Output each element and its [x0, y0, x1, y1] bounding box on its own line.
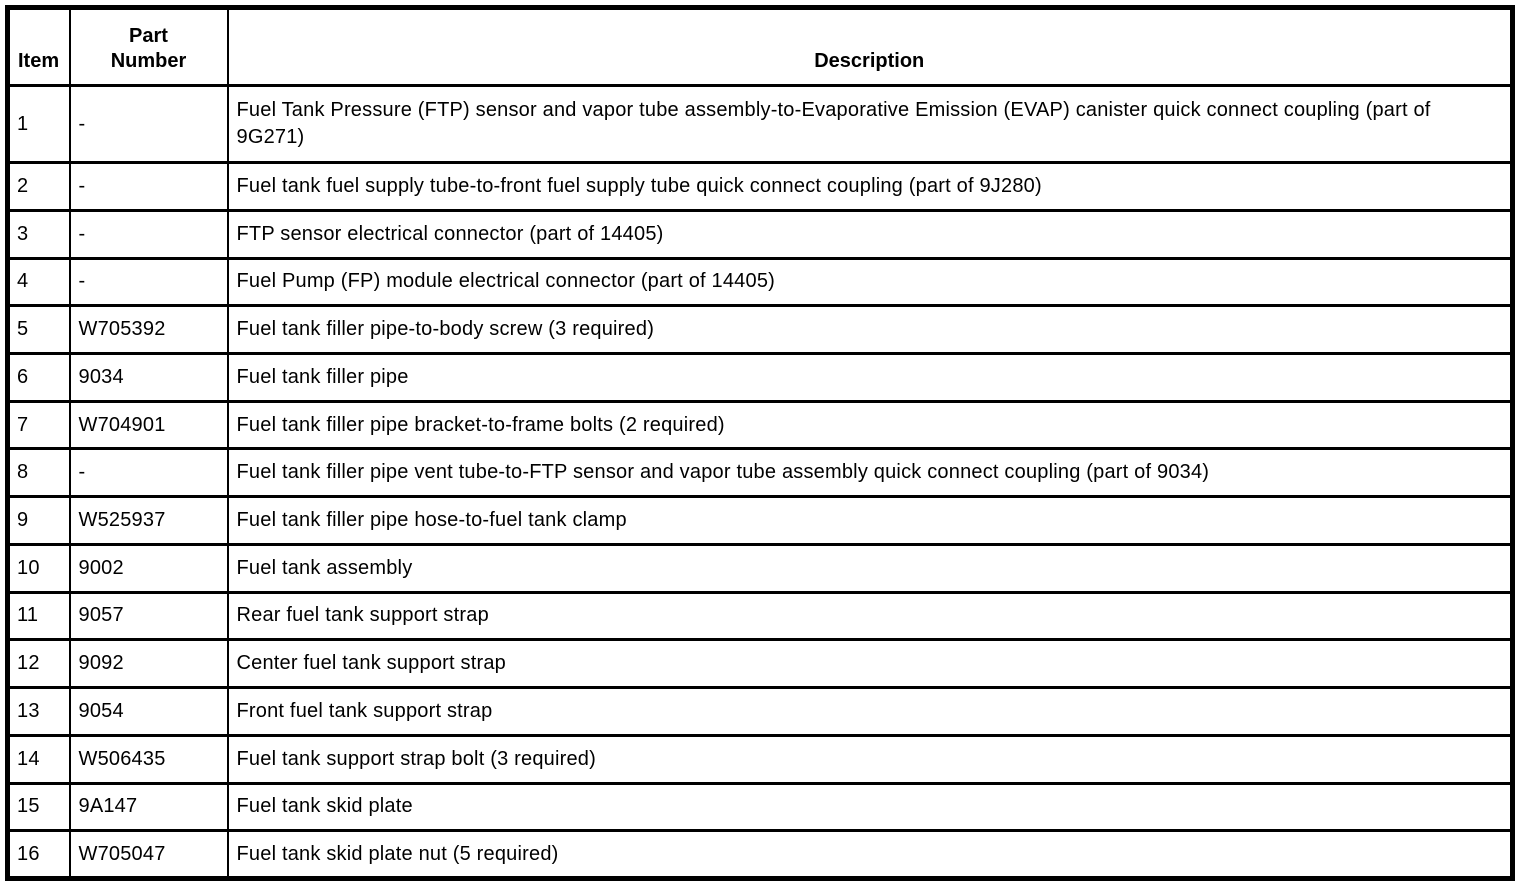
item-cell: 10	[6, 542, 71, 594]
header-item-label: Item	[18, 50, 60, 72]
description-cell: Fuel Tank Pressure (FTP) sensor and vapo…	[226, 83, 1514, 165]
description-cell: Fuel tank filler pipe	[226, 352, 1514, 403]
description-cell: FTP sensor electrical connector (part of…	[226, 208, 1514, 260]
part-number-cell: 9057	[68, 590, 229, 642]
table-row: 12 9092 Center fuel tank support strap	[6, 638, 1514, 690]
part-number-cell: W705392	[68, 304, 229, 356]
description-text: Fuel tank filler pipe bracket-to-frame b…	[236, 413, 725, 436]
description-text: Fuel Tank Pressure (FTP) sensor and vapo…	[236, 99, 1431, 149]
part-number-cell: W704901	[68, 399, 229, 451]
item-cell: 11	[6, 590, 71, 642]
description-cell: Fuel Pump (FP) module electrical connect…	[226, 256, 1514, 308]
table-row: 14 W506435 Fuel tank support strap bolt …	[6, 733, 1514, 785]
description-text: Fuel tank filler pipe hose-to-fuel tank …	[236, 509, 627, 532]
table-row: 10 9002 Fuel tank assembly	[6, 542, 1514, 594]
item-cell: 15	[6, 781, 71, 833]
parts-table: Item Part Number Description 1 - Fuel Ta…	[5, 5, 1515, 881]
description-cell: Center fuel tank support strap	[226, 638, 1514, 690]
description-text: Fuel tank skid plate	[236, 795, 413, 818]
part-number-cell: -	[68, 83, 229, 165]
part-number-cell: -	[68, 447, 229, 499]
description-text: Center fuel tank support strap	[236, 652, 506, 675]
table-row: 4 - Fuel Pump (FP) module electrical con…	[6, 256, 1514, 308]
part-number-cell: 9092	[68, 638, 229, 690]
part-number-cell: 9054	[68, 686, 229, 737]
description-text: Fuel tank assembly	[236, 556, 413, 579]
part-number-cell: -	[68, 208, 229, 260]
table-row: 16 W705047 Fuel tank skid plate nut (5 r…	[6, 829, 1514, 880]
description-text: Fuel Pump (FP) module electrical connect…	[236, 270, 776, 293]
header-part-number: Part Number	[68, 6, 229, 87]
item-cell: 3	[6, 208, 71, 260]
part-number-cell: W525937	[68, 495, 229, 546]
header-row: Item Part Number Description	[6, 6, 1514, 87]
item-cell: 12	[6, 638, 71, 690]
part-number-cell: W506435	[68, 733, 229, 785]
description-text: Fuel tank skid plate nut (5 required)	[236, 842, 559, 865]
parts-table-body: 1 - Fuel Tank Pressure (FTP) sensor and …	[6, 83, 1514, 880]
table-row: 8 - Fuel tank filler pipe vent tube-to-F…	[6, 447, 1514, 499]
description-cell: Fuel tank filler pipe vent tube-to-FTP s…	[226, 447, 1514, 499]
header-item: Item	[6, 6, 71, 87]
header-description: Description	[226, 6, 1514, 87]
item-cell: 13	[6, 686, 71, 737]
item-cell: 9	[6, 495, 71, 546]
table-row: 6 9034 Fuel tank filler pipe	[6, 352, 1514, 403]
description-cell: Fuel tank skid plate nut (5 required)	[226, 829, 1514, 880]
item-cell: 5	[6, 304, 71, 356]
item-cell: 7	[6, 399, 71, 451]
table-row: 9 W525937 Fuel tank filler pipe hose-to-…	[6, 495, 1514, 546]
item-cell: 16	[6, 829, 71, 880]
table-row: 15 9A147 Fuel tank skid plate	[6, 781, 1514, 833]
item-cell: 6	[6, 352, 71, 403]
description-cell: Fuel tank filler pipe hose-to-fuel tank …	[226, 495, 1514, 546]
table-row: 13 9054 Front fuel tank support strap	[6, 686, 1514, 737]
description-text: Fuel tank filler pipe	[236, 365, 409, 388]
table-row: 3 - FTP sensor electrical connector (par…	[6, 208, 1514, 260]
description-text: Fuel tank filler pipe-to-body screw (3 r…	[236, 318, 655, 341]
part-number-cell: 9034	[68, 352, 229, 403]
item-cell: 1	[6, 83, 71, 165]
part-number-cell: 9A147	[68, 781, 229, 833]
part-number-cell: W705047	[68, 829, 229, 880]
header-part-number-label: Part Number	[110, 25, 187, 72]
description-cell: Fuel tank support strap bolt (3 required…	[226, 733, 1514, 785]
description-text: Fuel tank filler pipe vent tube-to-FTP s…	[236, 461, 1210, 484]
parts-table-header: Item Part Number Description	[6, 6, 1514, 87]
description-cell: Fuel tank fuel supply tube-to-front fuel…	[226, 161, 1514, 212]
description-text: Fuel tank fuel supply tube-to-front fuel…	[236, 175, 1042, 198]
part-number-cell: 9002	[68, 542, 229, 594]
part-number-cell: -	[68, 161, 229, 212]
description-cell: Fuel tank assembly	[226, 542, 1514, 594]
item-cell: 14	[6, 733, 71, 785]
table-row: 11 9057 Rear fuel tank support strap	[6, 590, 1514, 642]
description-cell: Rear fuel tank support strap	[226, 590, 1514, 642]
description-text: Rear fuel tank support strap	[236, 604, 489, 627]
description-cell: Fuel tank filler pipe-to-body screw (3 r…	[226, 304, 1514, 356]
item-cell: 4	[6, 256, 71, 308]
table-row: 7 W704901 Fuel tank filler pipe bracket-…	[6, 399, 1514, 451]
table-row: 5 W705392 Fuel tank filler pipe-to-body …	[6, 304, 1514, 356]
part-number-cell: -	[68, 256, 229, 308]
table-row: 1 - Fuel Tank Pressure (FTP) sensor and …	[6, 83, 1514, 165]
item-cell: 8	[6, 447, 71, 499]
description-cell: Front fuel tank support strap	[226, 686, 1514, 737]
description-text: Fuel tank support strap bolt (3 required…	[236, 747, 596, 770]
header-description-label: Description	[814, 50, 925, 72]
description-cell: Fuel tank filler pipe bracket-to-frame b…	[226, 399, 1514, 451]
description-cell: Fuel tank skid plate	[226, 781, 1514, 833]
description-text: FTP sensor electrical connector (part of…	[236, 222, 664, 245]
table-row: 2 - Fuel tank fuel supply tube-to-front …	[6, 161, 1514, 212]
item-cell: 2	[6, 161, 71, 212]
description-text: Front fuel tank support strap	[236, 699, 493, 722]
